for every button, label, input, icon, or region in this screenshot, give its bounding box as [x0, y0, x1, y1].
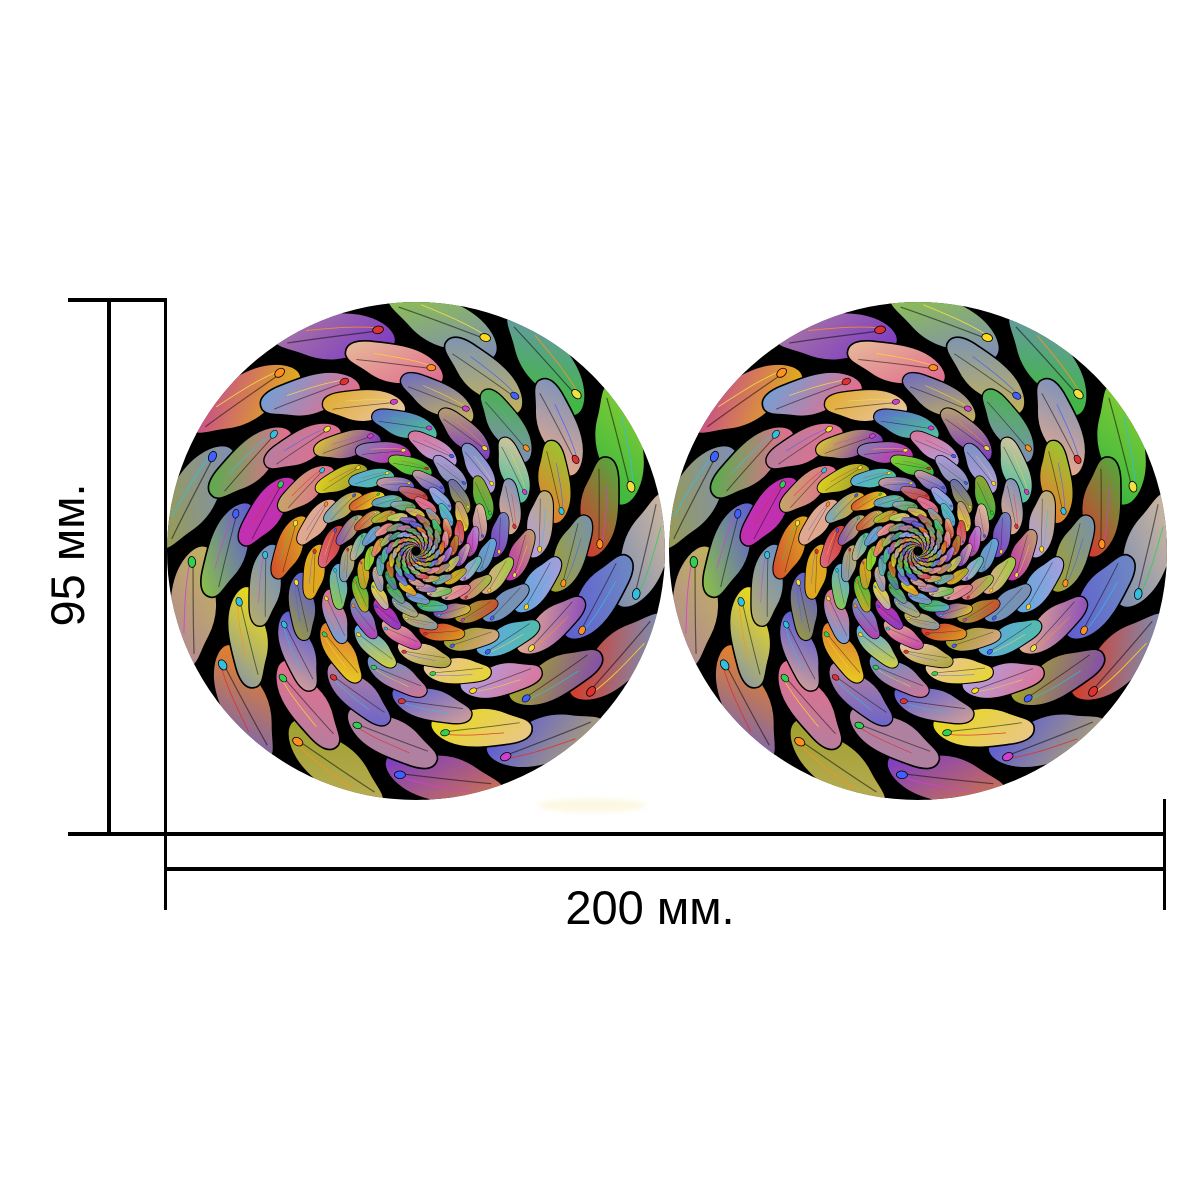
bottom-reference-line [68, 832, 1166, 836]
extension-line-left [164, 300, 167, 910]
extension-line-right [1163, 799, 1166, 910]
spiral-disc-graphic-left [167, 302, 665, 800]
height-dimension-top-tick [68, 298, 167, 302]
height-dimension-line [107, 298, 111, 835]
width-dimension-label: 200 мм. [565, 881, 735, 934]
width-dimension-line [164, 867, 1166, 871]
height-dimension-label: 95 мм. [41, 483, 94, 627]
shadow-artifact [538, 799, 646, 812]
spiral-disc-graphic-right [669, 302, 1167, 800]
